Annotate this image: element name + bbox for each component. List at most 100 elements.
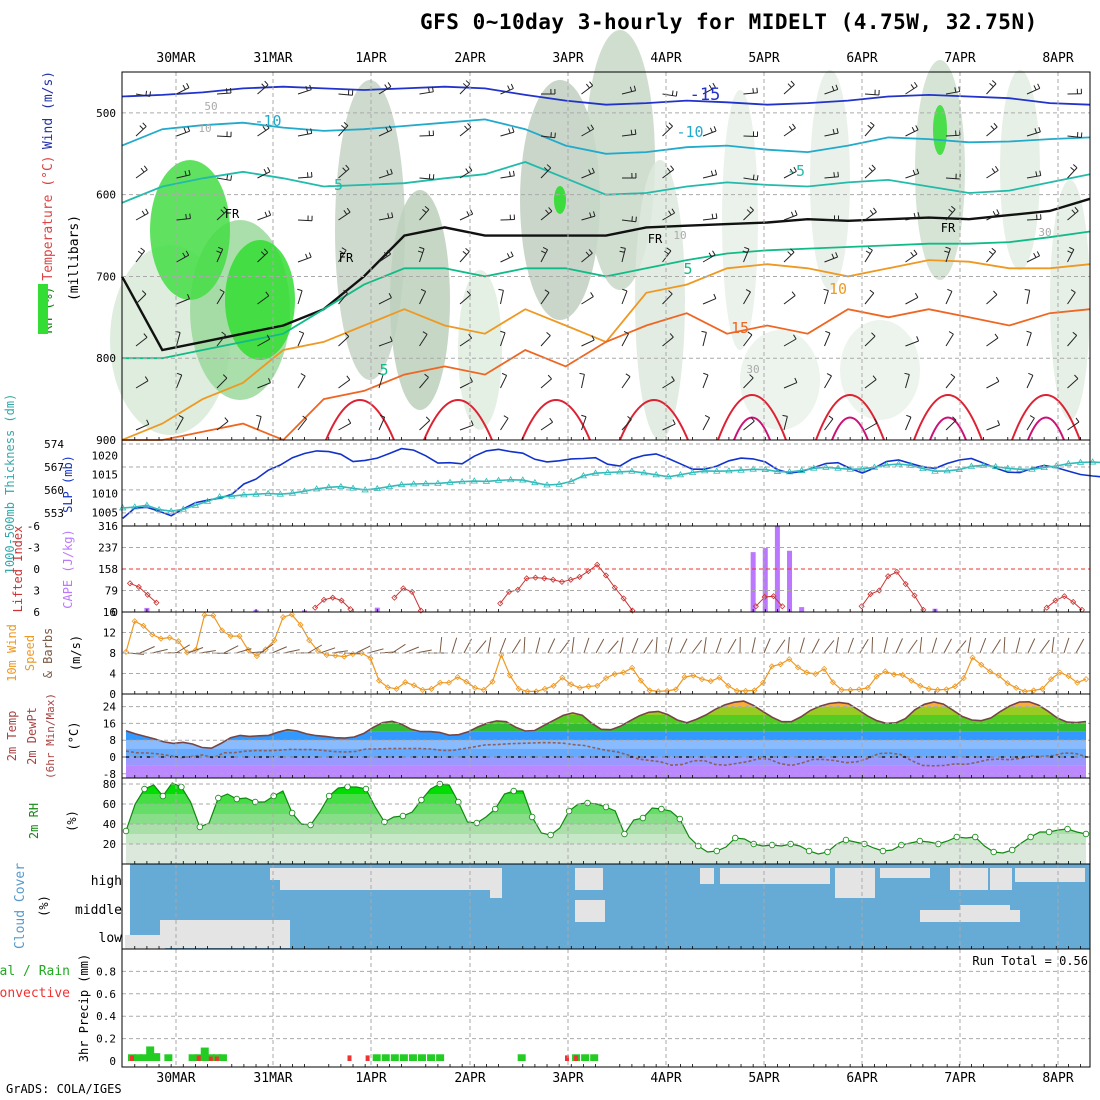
wind-barb xyxy=(338,168,350,179)
wind-barb xyxy=(905,216,920,221)
thickness-marker xyxy=(591,469,600,476)
wind-barb-flag xyxy=(749,206,754,211)
wind-barb-flag xyxy=(910,84,915,89)
wind-barb-flag xyxy=(904,372,910,376)
surface-wind-barb xyxy=(1063,637,1070,654)
thickness-marker xyxy=(1016,465,1024,472)
thickness-marker xyxy=(555,480,563,487)
convective-bar xyxy=(208,1056,213,1061)
wind-barb xyxy=(338,292,348,305)
cape-bar xyxy=(774,526,780,612)
date-label-bottom: 1APR xyxy=(355,1071,386,1086)
wind-barb xyxy=(1026,87,1040,95)
thickness-marker xyxy=(991,462,1000,470)
wind-barb xyxy=(378,86,392,95)
wind-barb xyxy=(257,338,270,347)
wind-barb xyxy=(945,248,951,263)
li-marker xyxy=(779,603,786,610)
wind-barb xyxy=(176,298,190,305)
surface-wind-barb xyxy=(487,637,492,654)
wind-speed-marker xyxy=(367,655,374,662)
wind-barb-flag xyxy=(1074,374,1079,379)
surface-wind-barb xyxy=(583,637,590,654)
isotherm-FR xyxy=(120,197,1091,352)
wind-barb-flag xyxy=(268,210,272,216)
wind-barb-flag xyxy=(585,83,590,89)
isotherm-arch xyxy=(1011,394,1081,441)
surface-wind-barb xyxy=(499,637,507,654)
thickness-marker xyxy=(203,497,212,504)
rh-marker xyxy=(565,807,573,815)
rh-marker xyxy=(879,847,887,855)
thickness-marker xyxy=(494,476,503,483)
pressure-units-title: (millibars) xyxy=(67,215,82,301)
rh-marker xyxy=(252,798,259,806)
rh-shade-region xyxy=(810,70,850,290)
rh-marker xyxy=(178,783,185,791)
rh-marker xyxy=(805,847,813,855)
wind-barb xyxy=(257,295,270,305)
wind-barb-flag xyxy=(462,250,468,255)
wind-barb-flag xyxy=(873,207,877,213)
isotherm-arch-inner xyxy=(1027,416,1065,441)
wind-barb-flag xyxy=(620,246,626,249)
wind-speed-marker xyxy=(585,683,592,690)
wind-barb xyxy=(540,210,553,221)
wind-speed-marker xyxy=(480,686,487,693)
wind-barb xyxy=(905,85,918,95)
wind-barb-flag xyxy=(868,167,873,172)
wind-barb-flag xyxy=(993,290,998,295)
wind-barb xyxy=(702,217,717,221)
wind-barb-flag xyxy=(261,83,266,88)
wind-barb-flag xyxy=(826,373,832,377)
precip-tick-label: 0 xyxy=(109,1055,116,1068)
date-label-top: 31MAR xyxy=(253,51,292,66)
wind-barb-flag xyxy=(675,91,678,97)
wind-barb-flag xyxy=(630,129,633,135)
wind-barb-flag xyxy=(991,168,996,173)
cloud-gap xyxy=(720,868,830,884)
wind-speed-marker xyxy=(629,664,636,671)
wind-barb xyxy=(500,255,514,263)
cloud-units-title: (%) xyxy=(37,895,51,917)
wind-speed-marker xyxy=(1065,672,1072,680)
wind-speed-marker xyxy=(236,633,243,640)
precip-bar xyxy=(390,1054,399,1061)
li-marker xyxy=(523,575,530,582)
thickness-marker xyxy=(664,473,672,480)
rh-marker xyxy=(695,842,702,850)
wind-barb-flag xyxy=(145,208,149,214)
cape-tick-label: 0 xyxy=(111,606,118,619)
wind-barb xyxy=(986,213,1000,221)
surface-wind-barb xyxy=(679,638,688,654)
wind-barb xyxy=(297,333,305,347)
rh-marker xyxy=(196,823,204,831)
wind-barb-flag xyxy=(300,373,306,377)
li-tick-label: 3 xyxy=(33,585,40,598)
wind-barb-flag xyxy=(263,168,267,174)
surface-wind-barb xyxy=(967,637,972,654)
wind-barb-flag xyxy=(145,90,148,96)
precip-bar xyxy=(408,1054,417,1061)
wind-speed-marker xyxy=(952,683,959,690)
wind-barb xyxy=(945,91,960,95)
wind-barb-flag xyxy=(787,83,792,88)
wind-barb xyxy=(824,176,839,179)
wind-barb-flag xyxy=(264,211,268,217)
rh-marker xyxy=(1008,846,1016,854)
wind-speed-marker xyxy=(602,675,610,682)
wind-barb-flag xyxy=(185,250,190,256)
wind-barb-flag xyxy=(793,334,797,340)
wind-barb xyxy=(257,171,271,179)
li-marker xyxy=(752,603,759,610)
li-marker xyxy=(417,607,424,614)
wind-barb-flag xyxy=(832,128,835,135)
precip-bar xyxy=(590,1054,599,1061)
precip-tick-label: 0.4 xyxy=(96,1010,116,1023)
isotherm-arch xyxy=(521,399,591,441)
wind-barb xyxy=(783,214,798,221)
rh-band xyxy=(126,834,1086,844)
temperature-band xyxy=(126,731,1086,741)
thickness-marker xyxy=(749,465,757,472)
wind-barb-flag xyxy=(1071,209,1076,214)
